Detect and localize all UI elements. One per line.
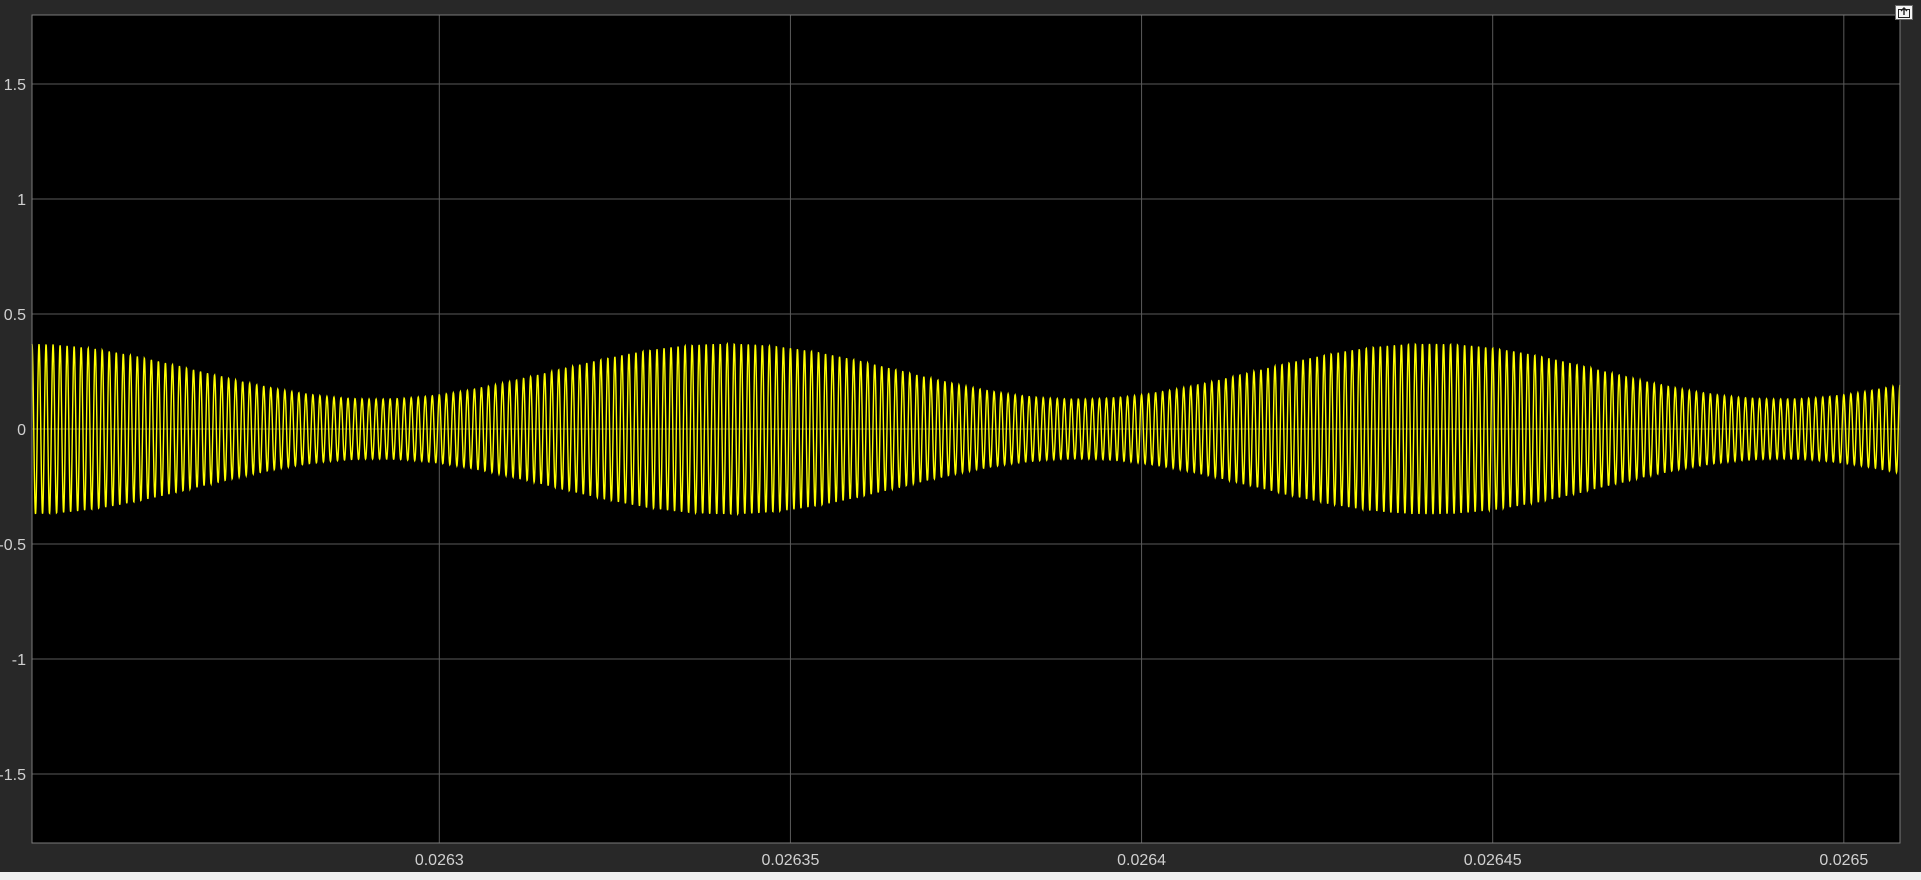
y-tick-label: 1 — [17, 192, 26, 209]
x-tick-label: 0.0263 — [415, 852, 464, 869]
y-tick-label: -1 — [12, 652, 26, 669]
x-tick-label: 0.02635 — [762, 852, 820, 869]
figure-bottom-border — [0, 872, 1921, 880]
y-tick-label: 1.5 — [4, 77, 26, 94]
grid-lines — [32, 15, 1900, 843]
x-tick-labels: 0.0263 0.02635 0.0264 0.02645 0.0265 — [415, 852, 1869, 869]
axes-frame — [31, 14, 1901, 844]
y-tick-labels: 1.5 1 0.5 0 -0.5 -1 -1.5 — [0, 77, 26, 784]
y-tick-label: 0.5 — [4, 307, 26, 324]
undock-button[interactable] — [1895, 5, 1913, 20]
undock-arrow-icon — [1898, 7, 1910, 18]
y-tick-label: -1.5 — [0, 767, 26, 784]
y-tick-label: -0.5 — [0, 537, 26, 554]
signal-trace-group — [31, 341, 1901, 517]
x-tick-label: 0.02645 — [1464, 852, 1522, 869]
x-tick-label: 0.0265 — [1819, 852, 1868, 869]
signal-trace — [31, 341, 1901, 517]
y-tick-label: 0 — [17, 422, 26, 439]
x-tick-label: 0.0264 — [1117, 852, 1166, 869]
